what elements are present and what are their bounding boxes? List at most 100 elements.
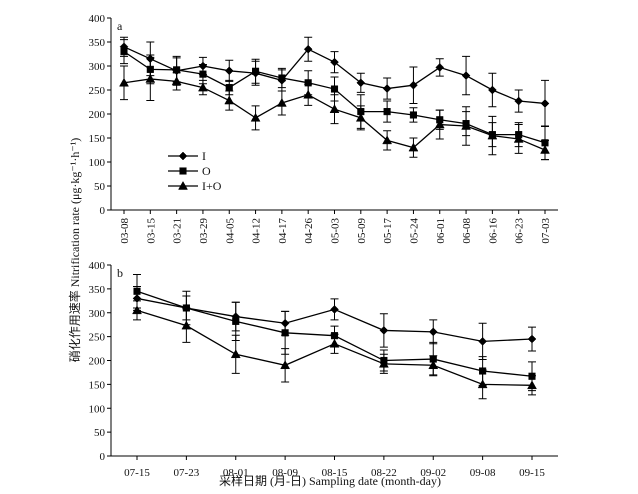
data-point <box>527 334 537 344</box>
x-tick-label: 05-17 <box>382 218 394 244</box>
y-tick-label: 0 <box>100 451 106 463</box>
panel-a-chart: 0 50 100 150 200 250 300 350 400 03-08 03-15 03-21 0… <box>89 13 558 244</box>
data-point <box>382 135 393 145</box>
data-point <box>281 329 289 337</box>
data-point <box>120 48 128 56</box>
series-i-plus-o <box>132 300 537 400</box>
x-tick-label: 07-23 <box>174 467 200 479</box>
x-tick-label: 06-08 <box>461 218 473 244</box>
x-tick-label: 05-24 <box>408 218 420 244</box>
x-tick-label: 07-03 <box>540 218 552 244</box>
x-tick-label: 03-08 <box>119 218 131 244</box>
y-tick-label: 250 <box>89 332 106 344</box>
legend: IOI+O <box>168 149 222 193</box>
data-point <box>383 108 391 116</box>
series-i-plus-o <box>119 56 550 161</box>
legend-marker <box>179 167 187 175</box>
data-point <box>379 326 389 335</box>
data-point <box>132 305 142 315</box>
data-point <box>224 95 235 105</box>
data-point <box>355 112 366 122</box>
y-tick-label: 200 <box>89 109 106 121</box>
axis-frame <box>110 265 558 457</box>
series-o <box>133 274 536 392</box>
x-tick-label: 04-17 <box>277 218 289 244</box>
data-point <box>303 44 313 54</box>
data-point <box>477 379 488 389</box>
y-axis-label: 硝化作用速率 Nitrification rate (μg·kg⁻¹·h⁻¹) <box>67 138 82 363</box>
data-point <box>119 77 129 87</box>
legend-label: O <box>202 164 211 178</box>
data-point <box>329 104 340 113</box>
data-point <box>276 97 287 107</box>
data-point <box>250 112 261 122</box>
data-point <box>171 76 182 86</box>
x-tick-label: 05-09 <box>356 218 368 244</box>
panel-label: a <box>117 19 123 33</box>
y-tick-label: 400 <box>89 13 106 25</box>
y-tick-label: 300 <box>89 308 106 320</box>
y-tick-label: 50 <box>94 427 106 439</box>
data-point <box>280 360 291 370</box>
data-point <box>252 67 260 75</box>
data-point <box>435 63 445 72</box>
y-tick-label: 50 <box>94 181 106 193</box>
data-point <box>487 130 498 140</box>
data-point <box>224 66 234 76</box>
data-point <box>278 74 286 82</box>
data-point <box>488 85 497 95</box>
data-point <box>173 66 181 74</box>
panel-b-chart: 0 50 100 150 200 250 300 350 400 07-15 07-23 08-01 0… <box>89 260 558 479</box>
data-point <box>478 337 487 346</box>
data-point <box>232 317 240 325</box>
x-tick-label: 08-01 <box>223 467 249 479</box>
data-point <box>181 320 192 330</box>
data-point <box>225 84 233 92</box>
x-tick-label: 04-26 <box>303 218 315 244</box>
data-point <box>514 96 524 106</box>
data-point <box>513 133 524 143</box>
data-point <box>133 287 141 295</box>
y-tick-label: 150 <box>89 133 106 145</box>
x-axis-label: 采样日期 (月-日) Sampling date (month-day) <box>219 473 441 488</box>
y-tick-label: 150 <box>89 379 106 391</box>
data-point <box>199 70 207 78</box>
data-point <box>408 142 419 152</box>
y-tick-label: 250 <box>89 85 106 97</box>
data-point <box>198 82 208 92</box>
data-point <box>428 327 438 337</box>
x-tick-label: 09-02 <box>420 467 446 479</box>
x-tick-label: 05-03 <box>330 218 342 244</box>
data-point <box>329 338 340 348</box>
x-tick-label: 04-12 <box>251 218 263 244</box>
y-tick-label: 300 <box>89 61 106 73</box>
y-tick-label: 350 <box>89 37 106 49</box>
data-point <box>303 89 314 99</box>
data-point <box>145 73 156 83</box>
y-tick-label: 200 <box>89 356 106 368</box>
y-tick-label: 350 <box>89 284 106 296</box>
x-tick-label: 08-22 <box>371 467 397 479</box>
data-point <box>428 360 439 370</box>
x-tick-label: 07-15 <box>124 467 150 479</box>
data-point <box>540 144 550 154</box>
data-point <box>527 380 537 390</box>
data-point <box>330 57 339 67</box>
x-tick-label: 06-23 <box>514 218 526 244</box>
data-point <box>434 119 445 129</box>
x-tick-label: 09-15 <box>519 467 545 479</box>
x-tick-label: 09-08 <box>470 467 496 479</box>
legend-label: I <box>202 149 206 163</box>
x-tick-label: 03-29 <box>198 218 210 244</box>
y-tick-label: 100 <box>89 403 106 415</box>
y-tick-label: 0 <box>100 205 106 217</box>
x-tick-label: 06-16 <box>487 218 499 244</box>
data-point <box>330 305 339 314</box>
legend-marker <box>178 180 188 190</box>
x-tick-label: 03-15 <box>145 218 157 244</box>
x-tick-label: 06-01 <box>435 218 447 244</box>
data-point <box>461 120 471 130</box>
x-tick-label: 04-05 <box>224 218 236 244</box>
data-point <box>378 358 389 368</box>
